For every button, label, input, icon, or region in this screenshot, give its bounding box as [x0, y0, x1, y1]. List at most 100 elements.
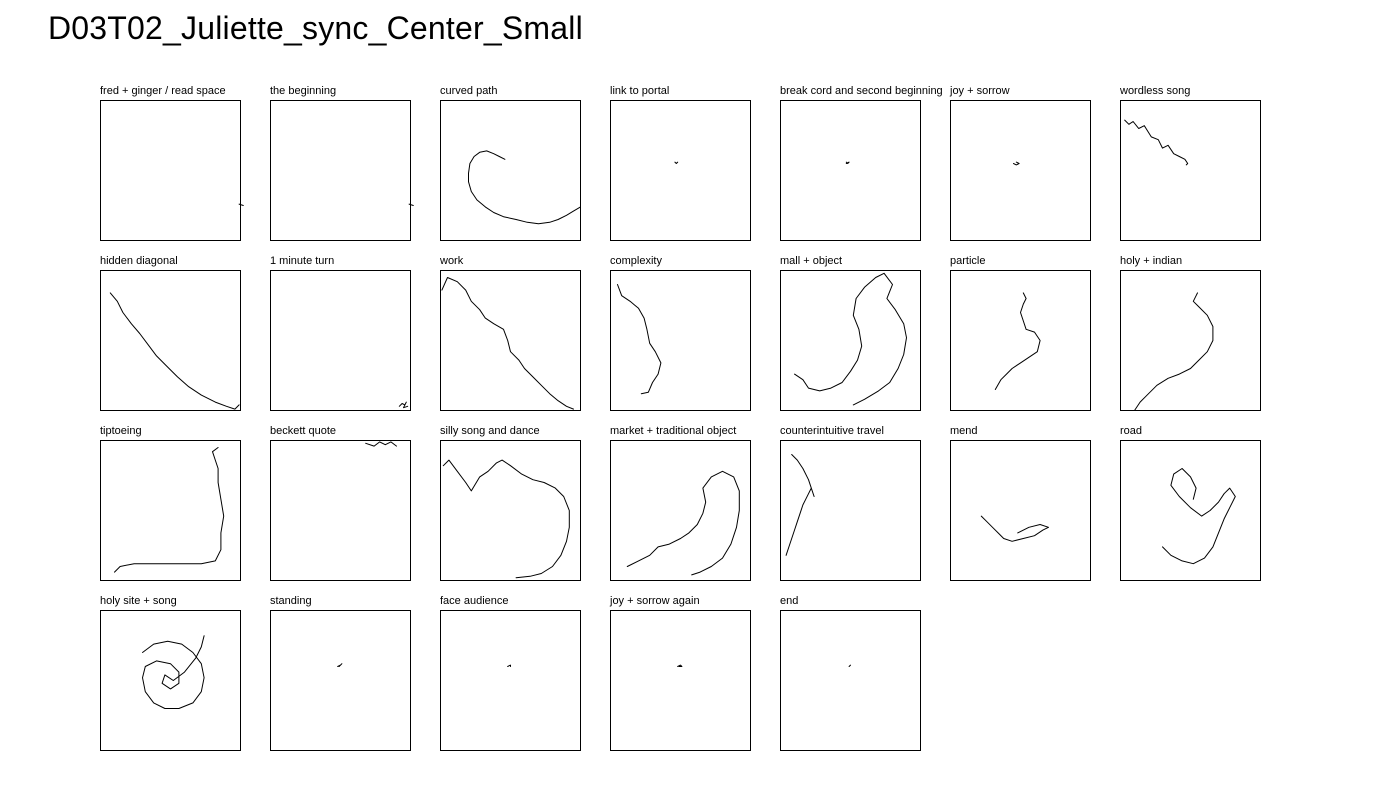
- panel-plot: [440, 610, 581, 751]
- panel-frame: [610, 100, 751, 241]
- movement-trace: [408, 203, 414, 206]
- chart-panel: joy + sorrow again: [610, 595, 751, 751]
- chart-panel: counterintuitive travel: [780, 425, 921, 581]
- panel-plot: [270, 610, 411, 751]
- panel-plot: [780, 270, 921, 411]
- panel-frame: [1120, 100, 1261, 241]
- panel-frame: [780, 270, 921, 411]
- panel-title: fred + ginger / read space: [100, 85, 226, 97]
- panel-title: 1 minute turn: [270, 255, 335, 267]
- movement-trace: [442, 459, 570, 579]
- chart-panel: fred + ginger / read space: [100, 85, 244, 241]
- movement-trace: [398, 401, 409, 409]
- movement-trace: [468, 150, 581, 225]
- panel-plot: [780, 440, 921, 581]
- chart-panel: link to portal: [610, 85, 751, 241]
- chart-panel: joy + sorrow: [950, 85, 1091, 241]
- movement-trace: [1162, 468, 1236, 565]
- panel-title: road: [1120, 425, 1143, 437]
- panel-title: the beginning: [270, 85, 337, 97]
- chart-panel: standing: [270, 595, 411, 751]
- panel-title: break cord and second beginning: [780, 85, 943, 97]
- panel-frame: [950, 270, 1091, 411]
- panel-title: tiptoeing: [100, 425, 142, 437]
- panel-frame: [780, 440, 921, 581]
- panel-title: joy + sorrow: [950, 85, 1010, 97]
- chart-panel: road: [1120, 425, 1261, 581]
- panel-title: curved path: [440, 85, 498, 97]
- movement-trace: [114, 447, 225, 573]
- panel-frame: [270, 100, 411, 241]
- movement-trace: [1134, 292, 1214, 411]
- chart-panel: work: [440, 255, 581, 411]
- chart-panel: complexity: [610, 255, 751, 411]
- panel-plot: [950, 100, 1091, 241]
- chart-panel: the beginning: [270, 85, 414, 241]
- panel-plot: [780, 610, 921, 751]
- movement-trace: [1124, 119, 1189, 166]
- chart-panel: wordless song: [1120, 85, 1261, 241]
- panel-frame: [100, 270, 241, 411]
- panel-title: wordless song: [1120, 85, 1191, 97]
- panel-title: beckett quote: [270, 425, 337, 437]
- panel-title: market + traditional object: [610, 425, 737, 437]
- movement-trace: [337, 663, 343, 667]
- chart-panel: holy + indian: [1120, 255, 1261, 411]
- panel-plot: [1120, 100, 1261, 241]
- panel-title: holy site + song: [100, 595, 177, 607]
- chart-panel: silly song and dance: [440, 425, 581, 581]
- chart-panel: holy site + song: [100, 595, 241, 751]
- movement-trace: [507, 664, 511, 667]
- panel-frame: [100, 100, 241, 241]
- chart-panel: 1 minute turn: [270, 255, 411, 411]
- movement-trace: [238, 203, 244, 206]
- panel-plot: [270, 440, 411, 581]
- page-title: D03T02_Juliette_sync_Center_Small: [48, 10, 583, 46]
- chart-panel: market + traditional object: [610, 425, 751, 581]
- movement-trace: [785, 454, 815, 556]
- panel-title: work: [440, 255, 464, 267]
- panel-plot: [610, 100, 751, 241]
- movement-trace: [994, 292, 1041, 390]
- panel-frame: [440, 610, 581, 751]
- panel-title: silly song and dance: [440, 425, 540, 437]
- chart-panel: hidden diagonal: [100, 255, 241, 411]
- movement-trace: [794, 272, 907, 406]
- panel-frame: [1120, 440, 1261, 581]
- movement-trace: [674, 161, 679, 164]
- chart-panel: break cord and second beginning: [780, 85, 943, 241]
- movement-trace: [980, 515, 1049, 542]
- panel-plot: [270, 100, 414, 241]
- panel-frame: [440, 100, 581, 241]
- panel-title: mend: [950, 425, 978, 437]
- chart-panel: curved path: [440, 85, 581, 241]
- panel-title: end: [780, 595, 799, 607]
- chart-panel: mall + object: [780, 255, 921, 411]
- panel-title: face audience: [440, 595, 509, 607]
- panel-title: joy + sorrow again: [610, 595, 700, 607]
- panel-title: link to portal: [610, 85, 670, 97]
- panel-frame: [270, 610, 411, 751]
- panel-plot: [440, 270, 581, 411]
- chart-panel: mend: [950, 425, 1091, 581]
- movement-trace: [109, 292, 240, 410]
- movement-trace: [142, 635, 205, 709]
- panel-plot: [950, 270, 1091, 411]
- panel-plot: [100, 610, 241, 751]
- panel-plot: [780, 100, 921, 241]
- chart-panel: face audience: [440, 595, 581, 751]
- panel-frame: [440, 440, 581, 581]
- panel-frame: [270, 440, 411, 581]
- movement-trace: [845, 161, 850, 164]
- panel-plot: [610, 270, 751, 411]
- panel-frame: [780, 100, 921, 241]
- panel-frame: [100, 610, 241, 751]
- panel-plot: [440, 440, 581, 581]
- movement-trace: [441, 277, 574, 410]
- panel-frame: [610, 610, 751, 751]
- movement-trace: [1013, 161, 1020, 166]
- panel-frame: [100, 440, 241, 581]
- panel-title: holy + indian: [1120, 255, 1183, 267]
- panel-plot: [1120, 270, 1261, 411]
